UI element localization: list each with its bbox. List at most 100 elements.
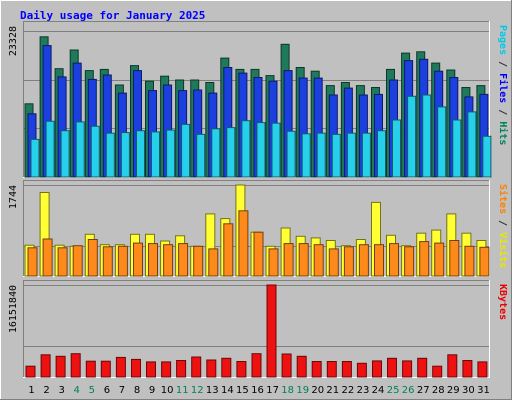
bar-sites-day-28 xyxy=(434,242,445,277)
bar-pages-day-29 xyxy=(452,119,462,178)
day-label-18: 18 xyxy=(281,385,294,396)
day-label-21: 21 xyxy=(326,385,339,396)
bar-kbytes-day-11 xyxy=(176,360,187,378)
bar-sites-day-20 xyxy=(313,244,324,277)
bar-sites-day-2 xyxy=(42,238,53,277)
day-label-3: 3 xyxy=(59,385,65,396)
bar-sites-day-14 xyxy=(223,223,234,277)
day-label-4: 4 xyxy=(74,385,80,396)
bar-sites-day-24 xyxy=(374,244,384,277)
panel-visits-sites: 1744 Sites / Visits xyxy=(8,180,509,277)
bar-sites-day-4 xyxy=(72,245,83,277)
day-label-15: 15 xyxy=(236,385,249,396)
day-label-20: 20 xyxy=(311,385,324,396)
bar-kbytes-day-22 xyxy=(341,361,352,378)
bar-pages-day-30 xyxy=(467,111,477,178)
day-label-10: 10 xyxy=(161,385,174,396)
bar-sites-day-10 xyxy=(163,244,174,277)
bar-pages-day-26 xyxy=(407,95,417,178)
panel-pages-files-hits: 23328 Pages / Files / Hits xyxy=(8,21,509,178)
day-label-13: 13 xyxy=(206,385,219,396)
bar-pages-day-4 xyxy=(75,121,85,178)
bar-sites-day-16 xyxy=(253,231,264,277)
legend-entry: / xyxy=(497,55,508,73)
bar-kbytes-day-24 xyxy=(372,360,382,378)
bar-sites-day-3 xyxy=(57,247,68,277)
bar-pages-day-1 xyxy=(30,138,40,178)
bar-kbytes-day-13 xyxy=(206,359,217,378)
bar-kbytes-day-9 xyxy=(146,361,156,378)
legend-entry: / xyxy=(497,214,508,232)
bar-pages-day-31 xyxy=(482,135,492,178)
bar-kbytes-day-30 xyxy=(462,360,473,378)
bar-kbytes-day-3 xyxy=(55,355,66,378)
bar-pages-day-24 xyxy=(377,130,386,178)
bar-kbytes-day-29 xyxy=(447,354,458,378)
bar-sites-day-17 xyxy=(268,248,279,277)
y-max-label: 23328 xyxy=(8,26,19,56)
bar-sites-day-31 xyxy=(479,246,490,277)
bar-pages-day-21 xyxy=(331,133,341,178)
bar-pages-day-19 xyxy=(301,133,311,178)
day-label-25: 25 xyxy=(387,385,400,396)
bar-sites-day-26 xyxy=(404,246,415,277)
bar-pages-day-5 xyxy=(90,125,100,178)
bar-kbytes-day-17 xyxy=(266,284,277,378)
bar-kbytes-day-19 xyxy=(296,355,307,378)
bar-sites-day-15 xyxy=(238,210,249,277)
bar-sites-day-25 xyxy=(389,243,399,277)
bar-kbytes-day-31 xyxy=(477,361,488,378)
bar-kbytes-day-6 xyxy=(100,360,111,378)
bar-pages-day-17 xyxy=(271,122,281,178)
legend-entry: Visits xyxy=(497,232,509,268)
day-label-6: 6 xyxy=(104,385,110,396)
bar-sites-day-19 xyxy=(298,243,309,277)
bar-kbytes-day-23 xyxy=(356,362,367,378)
chart-title: Daily usage for January 2025 xyxy=(20,9,205,22)
bar-pages-day-6 xyxy=(105,132,115,178)
day-label-7: 7 xyxy=(119,385,125,396)
day-label-11: 11 xyxy=(176,385,189,396)
bar-pages-day-28 xyxy=(437,106,447,178)
legend-entry: Files xyxy=(497,73,509,103)
legend-entry: Hits xyxy=(497,121,509,145)
bar-kbytes-day-20 xyxy=(311,361,322,378)
bar-sites-day-30 xyxy=(464,245,475,277)
bar-sites-day-11 xyxy=(178,243,189,277)
bar-sites-day-1 xyxy=(27,247,38,277)
legend-entry: Pages xyxy=(497,25,508,55)
bar-sites-day-7 xyxy=(117,245,128,277)
bar-kbytes-day-10 xyxy=(161,361,172,378)
bar-pages-day-22 xyxy=(346,132,356,178)
legend-entry: / xyxy=(497,103,508,121)
bar-pages-day-7 xyxy=(120,132,130,178)
day-label-26: 26 xyxy=(402,385,415,396)
bar-kbytes-day-21 xyxy=(326,361,337,378)
bar-sites-day-9 xyxy=(148,243,158,277)
bar-sites-day-27 xyxy=(419,241,430,277)
bar-pages-day-10 xyxy=(166,129,176,178)
bar-kbytes-day-26 xyxy=(402,360,413,378)
day-label-2: 2 xyxy=(43,385,49,396)
bar-kbytes-day-12 xyxy=(191,356,202,378)
day-label-9: 9 xyxy=(149,385,155,396)
bar-kbytes-day-1 xyxy=(25,365,36,378)
y-max-label: 16151840 xyxy=(8,285,19,333)
day-label-1: 1 xyxy=(28,385,34,396)
day-label-19: 19 xyxy=(296,385,309,396)
y-max-label: 1744 xyxy=(8,185,19,209)
bar-kbytes-day-8 xyxy=(131,358,141,378)
legend-entry: KBytes xyxy=(497,284,508,320)
day-label-8: 8 xyxy=(134,385,140,396)
bar-pages-day-8 xyxy=(136,130,145,178)
bar-kbytes-day-27 xyxy=(417,357,428,378)
bar-pages-day-2 xyxy=(45,120,55,178)
bar-pages-day-23 xyxy=(361,132,371,178)
side-legend: KBytes xyxy=(497,284,508,320)
legend-entry: Sites xyxy=(497,184,509,214)
panel-kbytes: 16151840 KBytes xyxy=(8,280,508,378)
day-label-28: 28 xyxy=(432,385,445,396)
day-label-31: 31 xyxy=(477,385,490,396)
bar-pages-day-18 xyxy=(286,130,296,178)
